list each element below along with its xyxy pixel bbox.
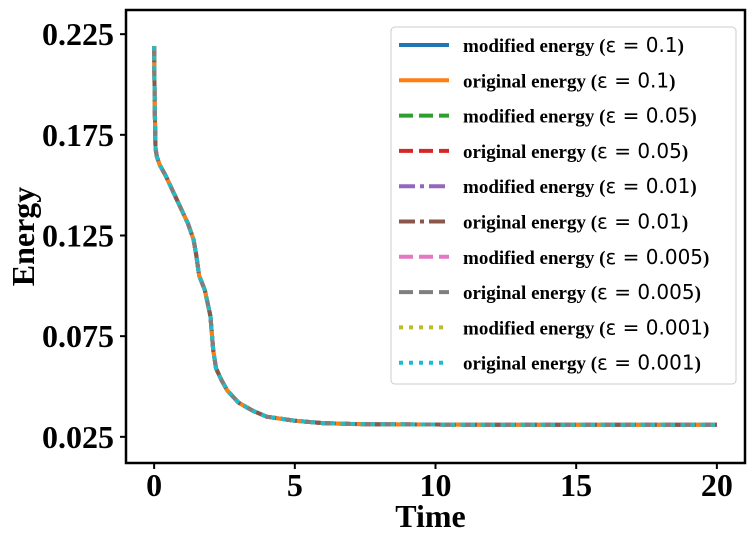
legend-label-3: modified energy (ε = 0.05) <box>463 104 697 128</box>
y-axis-label: Energy <box>5 187 41 287</box>
legend-label-5: modified energy (ε = 0.01) <box>463 174 697 198</box>
legend-label-9: modified energy (ε = 0.001) <box>463 315 709 339</box>
legend-label-6: original energy (ε = 0.01) <box>463 210 688 234</box>
series-group <box>152 46 717 427</box>
legend-box <box>390 26 737 385</box>
legend-label-10: original energy (ε = 0.001) <box>463 351 701 375</box>
y-tick-label: 0.175 <box>42 117 114 153</box>
x-axis-label: Time <box>395 498 466 534</box>
legend-label-7: modified energy (ε = 0.005) <box>463 245 709 269</box>
y-tick-label: 0.025 <box>42 419 114 455</box>
legend-label-1: modified energy (ε = 0.1) <box>463 33 684 57</box>
x-tick-label: 5 <box>287 467 303 503</box>
x-tick-label: 0 <box>146 467 162 503</box>
legend-label-8: original energy (ε = 0.005) <box>463 280 701 304</box>
x-tick-label: 20 <box>701 467 733 503</box>
legend-label-2: original energy (ε = 0.1) <box>463 68 675 92</box>
y-tick-label: 0.225 <box>42 16 114 52</box>
y-tick-label: 0.075 <box>42 318 114 354</box>
series-line-10 <box>152 46 717 427</box>
legend-label-4: original energy (ε = 0.05) <box>463 139 688 163</box>
x-tick-label: 10 <box>420 467 452 503</box>
y-tick-label: 0.125 <box>42 217 114 253</box>
x-tick-label: 15 <box>560 467 592 503</box>
